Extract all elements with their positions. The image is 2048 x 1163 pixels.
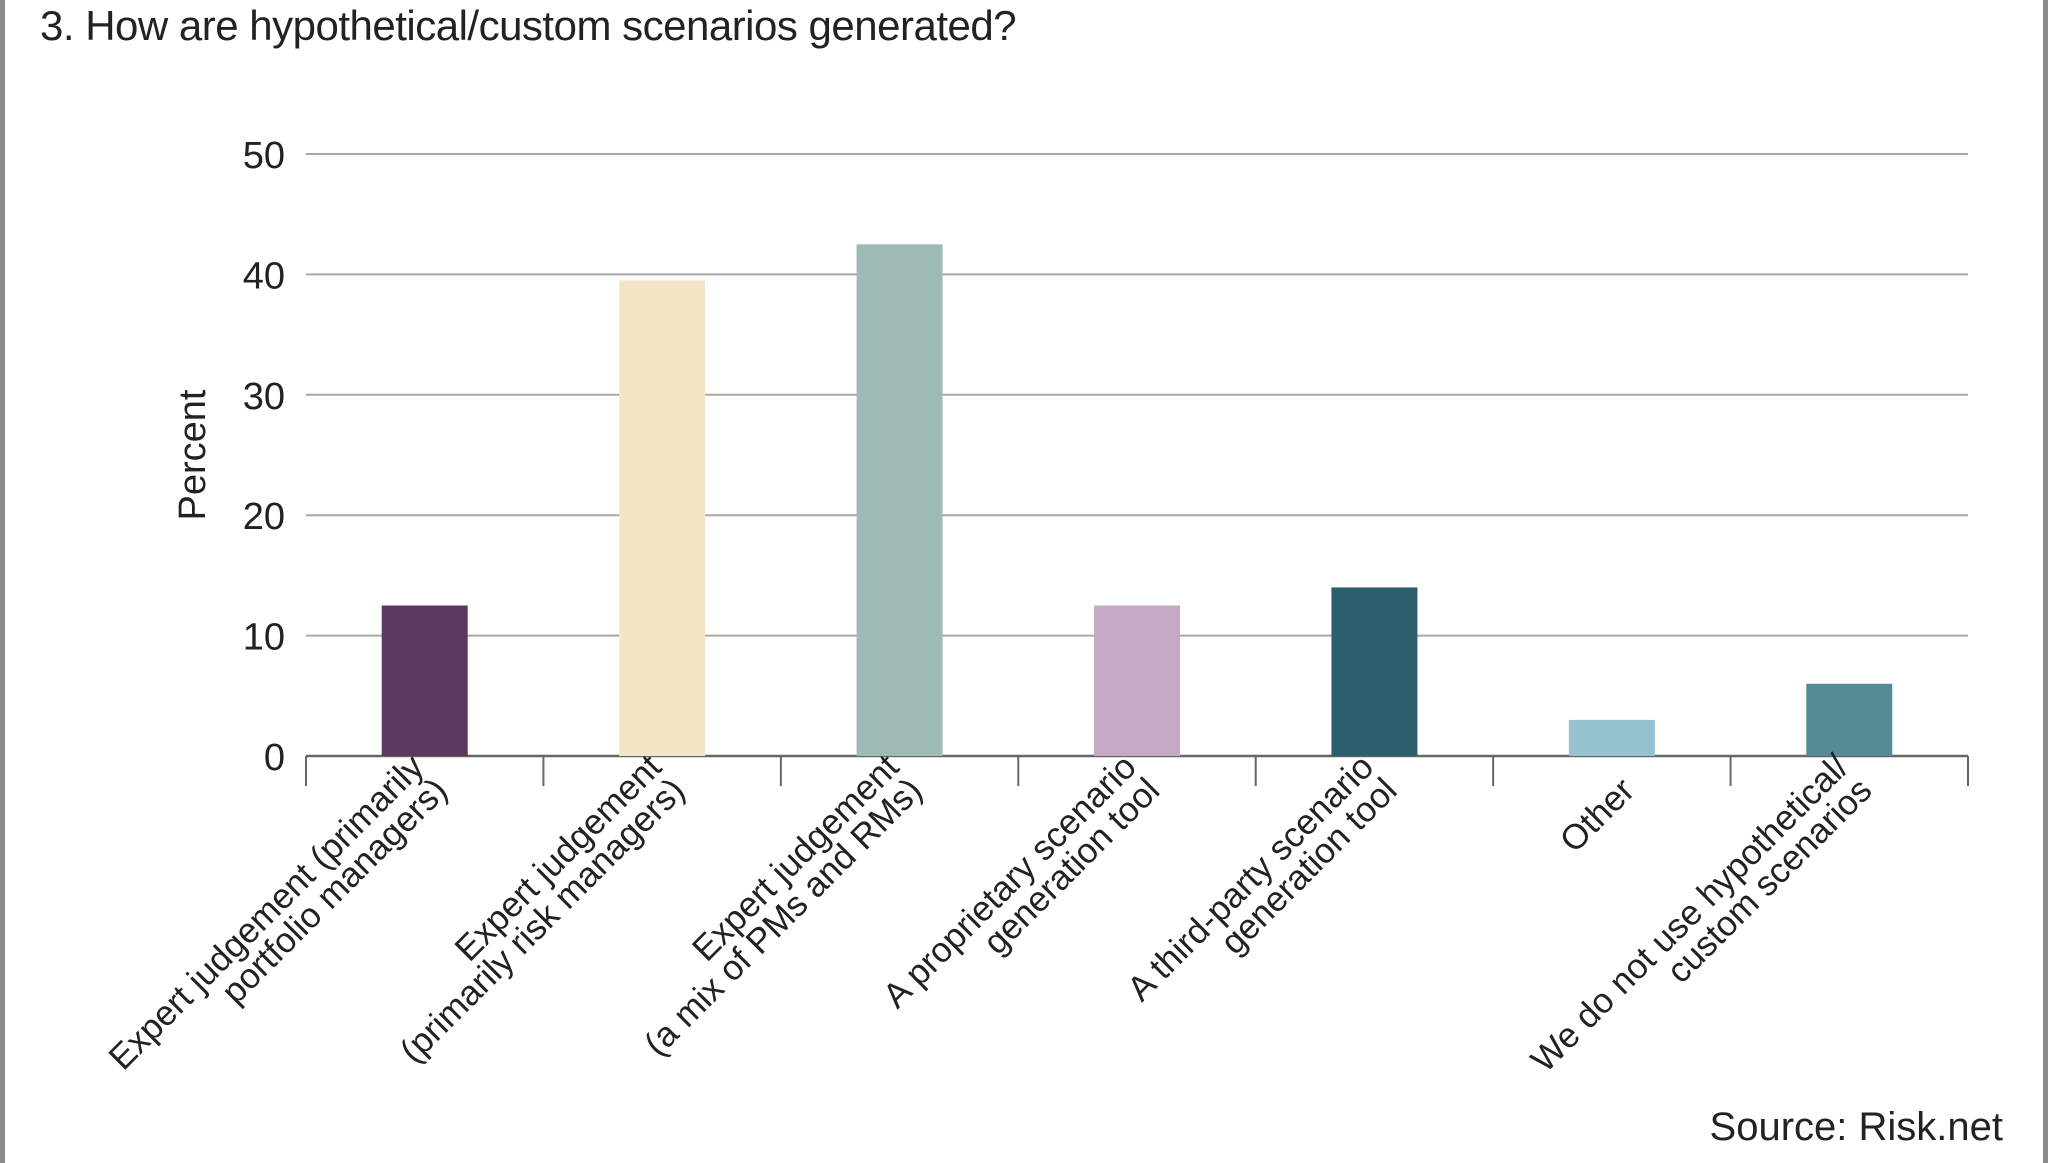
bar (1568, 719, 1655, 756)
y-tick-label: 0 (264, 737, 285, 779)
y-tick-label: 30 (243, 376, 285, 418)
y-tick-label: 20 (243, 496, 285, 538)
bar (856, 244, 943, 757)
y-axis-label: Percent (172, 389, 214, 520)
chart-title: 3. How are hypothetical/custom scenarios… (40, 2, 1017, 49)
y-tick-label: 40 (243, 255, 285, 297)
bar (619, 280, 706, 756)
y-tick-label: 50 (243, 135, 285, 177)
bar (1806, 683, 1893, 756)
bar (381, 605, 468, 756)
bar (1331, 587, 1418, 756)
x-tick-label: We do not use hypothetical/custom scenar… (1524, 747, 1880, 1103)
y-tick-label: 10 (243, 617, 285, 659)
x-tick-label: A third-party scenariogeneration tool (1120, 747, 1405, 1032)
x-tick-label: Other (1553, 770, 1643, 860)
source-note: Source: Risk.net (1709, 1105, 2003, 1149)
bar (1094, 605, 1180, 756)
